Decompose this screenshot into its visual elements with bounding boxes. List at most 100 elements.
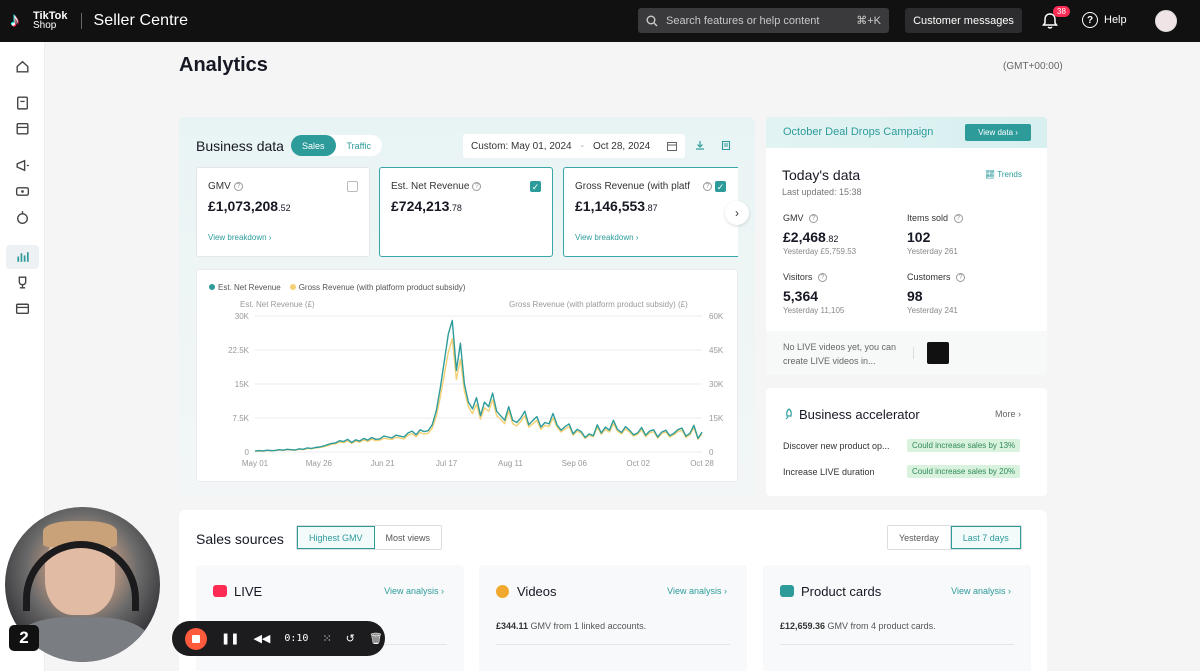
metric-value-decimal: .78	[449, 203, 462, 213]
series-line-gross-revenue	[254, 337, 703, 452]
source-title: Videos	[517, 584, 557, 599]
source-divider	[780, 644, 1014, 645]
brand-divider	[81, 13, 83, 29]
x-tick-label: Aug 11	[498, 459, 523, 468]
x-tick-label: Oct 28	[690, 459, 714, 468]
help-label: Help	[1104, 14, 1127, 26]
legend-gross-revenue: Gross Revenue (with platform product sub…	[298, 283, 466, 292]
step-badge: 2	[9, 625, 39, 651]
orders-icon[interactable]	[14, 94, 31, 111]
chart-plot: 30K 60K 22.5K 45K 15K 30K 7.5K 15K 0 0 May 01 May 2…	[228, 312, 724, 468]
tab-traffic[interactable]: Traffic	[346, 140, 372, 151]
accelerator-title: Business accelerator	[799, 407, 920, 422]
accelerator-row[interactable]: Discover new product op... Could increas…	[783, 439, 1043, 452]
live-note[interactable]: No LIVE videos yet, you can create LIVE …	[766, 331, 1047, 375]
ads-icon[interactable]	[14, 183, 31, 200]
view-analysis-link[interactable]: View analysis ›	[951, 586, 1011, 596]
accelerator-row[interactable]: Increase LIVE duration Could increase sa…	[783, 465, 1043, 478]
metric-checkbox[interactable]: ✓	[530, 181, 541, 192]
stop-recording-button[interactable]	[185, 627, 207, 650]
finance-icon[interactable]	[14, 300, 31, 317]
y-left-tick-label: 0	[245, 448, 250, 457]
tiktok-shop-logo[interactable]: ♪ ♪ ♪ TikTok Shop	[9, 10, 67, 32]
y-left-tick-label: 30K	[235, 312, 250, 321]
help-button[interactable]: ? Help	[1082, 12, 1127, 28]
trends-link[interactable]: 📈︎ Trends	[985, 170, 1022, 179]
today-value-decimal: .82	[825, 234, 839, 245]
bell-icon[interactable]	[1040, 11, 1060, 31]
tab-sales[interactable]: Sales	[291, 135, 336, 156]
more-link[interactable]: More ›	[995, 409, 1022, 419]
y-right-tick-label: 30K	[709, 380, 724, 389]
search-placeholder: Search features or help content	[666, 14, 820, 27]
clipboard-icon[interactable]	[721, 140, 731, 150]
trophy-icon[interactable]	[14, 274, 31, 291]
metric-checkbox[interactable]: ✓	[715, 181, 726, 192]
accelerator-text: Discover new product op...	[783, 441, 890, 451]
help-icon: ?	[956, 273, 966, 283]
stop-icon	[192, 634, 200, 643]
source-gmv: £344.11	[496, 621, 529, 631]
series-line-net-revenue	[254, 319, 703, 452]
x-tick-label: May 26	[306, 459, 333, 468]
restart-icon[interactable]: ↺	[345, 633, 355, 645]
avatar[interactable]	[1155, 10, 1177, 32]
date-range-picker[interactable]: Custom: May 01, 2024 - Oct 28, 2024	[463, 134, 685, 158]
y-right-tick-label: 15K	[709, 414, 724, 423]
marketing-icon[interactable]	[14, 157, 31, 174]
grid-icon[interactable]: ⁙	[322, 633, 332, 645]
sales-increase-tag: Could increase sales by 20%	[907, 465, 1021, 478]
analytics-icon[interactable]	[14, 248, 31, 265]
sort-highest-gmv[interactable]: Highest GMV	[297, 526, 375, 549]
chevron-right-icon[interactable]: ›	[725, 201, 749, 225]
trends-label: Trends	[997, 170, 1022, 179]
live-thumbnail[interactable]	[927, 342, 949, 364]
products-icon[interactable]	[14, 120, 31, 137]
source-divider	[496, 644, 730, 645]
view-data-button[interactable]: View data ›	[965, 124, 1031, 141]
y-left-tick-label: 15K	[235, 380, 250, 389]
source-card-videos: Videos View analysis › £344.11 GMV from …	[479, 565, 747, 671]
rewind-icon[interactable]: ◀◀	[253, 633, 271, 645]
view-breakdown-link[interactable]: View breakdown ›	[575, 233, 639, 242]
source-gmv: £12,659.36	[780, 621, 826, 631]
business-data-title: Business data	[196, 138, 284, 154]
view-analysis-link[interactable]: View analysis ›	[384, 586, 444, 596]
home-icon[interactable]	[14, 58, 31, 75]
metric-card-gmv[interactable]: GMV? £1,073,208.52 View breakdown ›	[196, 167, 370, 257]
today-label: Items sold	[907, 213, 949, 223]
page-title: Analytics	[179, 54, 268, 76]
period-last-7-days[interactable]: Last 7 days	[950, 526, 1021, 549]
growth-icon[interactable]	[14, 209, 31, 226]
today-yesterday: Yesterday 241	[907, 306, 958, 316]
sort-most-views[interactable]: Most views	[385, 532, 431, 543]
x-tick-label: Oct 02	[626, 459, 650, 468]
x-tick-label: May 01	[242, 459, 269, 468]
today-items-sold: Items sold ? 102 Yesterday 261	[907, 213, 1027, 256]
campaign-title: October Deal Drops Campaign	[783, 126, 934, 138]
period-yesterday[interactable]: Yesterday	[888, 526, 951, 549]
search-input[interactable]: Search features or help content ⌘+K	[638, 8, 889, 33]
today-yesterday: Yesterday 261	[907, 247, 958, 257]
metric-value: £1,073,208	[208, 198, 279, 214]
y-right-tick-label: 60K	[709, 312, 724, 321]
trash-icon[interactable]: 🗑︎	[368, 633, 383, 645]
date-start: May 01, 2024	[511, 140, 572, 152]
pause-icon[interactable]: ❚❚	[221, 633, 240, 645]
download-icon[interactable]	[695, 140, 705, 150]
calendar-icon	[667, 142, 677, 151]
view-analysis-link[interactable]: View analysis ›	[667, 586, 727, 596]
rocket-icon	[785, 408, 792, 420]
view-breakdown-link[interactable]: View breakdown ›	[208, 233, 272, 242]
play-icon	[496, 585, 509, 598]
metric-checkbox[interactable]	[347, 181, 358, 192]
search-icon	[646, 15, 658, 26]
metric-card-net-revenue[interactable]: Est. Net Revenue? ✓ £724,213.78	[379, 167, 553, 257]
revenue-chart: Est. Net Revenue Gross Revenue (with pla…	[196, 269, 738, 482]
search-shortcut: ⌘+K	[856, 15, 881, 27]
todays-data-title: Today's data	[782, 167, 861, 183]
metric-card-gross-revenue[interactable]: Gross Revenue (with platf ? ✓ £1,146,553…	[563, 167, 738, 257]
customer-messages-button[interactable]: Customer messages	[905, 8, 1022, 33]
x-tick-label: Jun 21	[371, 459, 396, 468]
headphones-icon	[23, 541, 139, 611]
